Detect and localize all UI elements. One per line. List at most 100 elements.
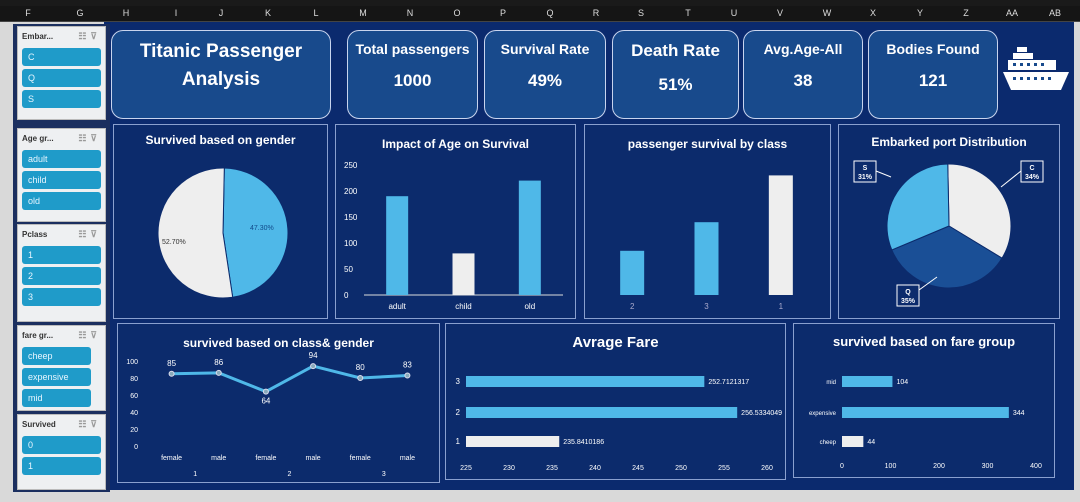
slicer-item[interactable]: S <box>22 90 101 108</box>
kpi-card-survival-rate[interactable]: Survival Rate 49% <box>484 30 606 119</box>
kpi-label: Bodies Found <box>886 41 980 57</box>
chart-title: passenger survival by class <box>627 137 788 151</box>
chart-2: 2 3 1 <box>620 175 793 311</box>
column-header-J[interactable]: J <box>218 8 224 18</box>
column-header-O[interactable]: O <box>453 8 461 18</box>
slicer-header: Survived ☷⊽ <box>18 415 105 433</box>
column-header-AB[interactable]: AB <box>1048 8 1061 18</box>
y-tick-label: 250 <box>344 161 358 170</box>
multi-select-icon[interactable]: ☷ <box>78 418 91 429</box>
column-header-W[interactable]: W <box>822 8 832 18</box>
chart-panel-5: Avrage Fare 3 252.7121317 2 256.5334049 1 235.… <box>445 323 786 480</box>
column-header-L[interactable]: L <box>313 8 319 18</box>
slicer-item[interactable]: adult <box>22 150 101 168</box>
title-card: Titanic Passenger Analysis <box>111 30 331 119</box>
kpi-card-total-passengers: Total passengers 1000 <box>347 30 478 119</box>
x-tick-label: adult <box>388 302 406 311</box>
y-tick-label: cheep <box>820 440 837 446</box>
slicer-item[interactable]: 1 <box>22 246 101 264</box>
slicer-item[interactable]: Q <box>22 69 101 87</box>
column-header-M[interactable]: M <box>359 8 367 18</box>
slice-pct: 34% <box>1025 174 1040 181</box>
chart-title: Avrage Fare <box>572 334 659 351</box>
slicer-item[interactable]: 3 <box>22 288 101 306</box>
column-header-I[interactable]: I <box>174 8 178 18</box>
clear-filter-icon[interactable]: ⊽ <box>90 30 101 41</box>
slicer-icons: ☷⊽ <box>78 229 101 240</box>
x-tick-label: male <box>305 455 320 462</box>
slicer-item[interactable]: cheep <box>22 347 91 365</box>
x-tick-label: 230 <box>503 465 515 472</box>
kpi-value: 51% <box>658 75 693 94</box>
x-tick-label: 255 <box>718 465 730 472</box>
slicer-item[interactable]: mid <box>22 389 91 407</box>
column-header-R[interactable]: R <box>592 8 600 18</box>
column-header-Y[interactable]: Y <box>916 8 923 18</box>
slicer-title: Embar... <box>22 31 54 41</box>
column-header-K[interactable]: K <box>264 8 271 18</box>
data-label: 83 <box>403 360 412 369</box>
kpi-label: Avg.Age-All <box>763 41 843 57</box>
column-header-T[interactable]: T <box>685 8 691 18</box>
slicer-4: Survived ☷⊽ 0 1 <box>17 414 106 490</box>
slice-label: C <box>1029 165 1034 172</box>
column-header-S[interactable]: S <box>637 8 644 18</box>
slicer-item[interactable]: 0 <box>22 436 101 454</box>
multi-select-icon[interactable]: ☷ <box>78 30 91 41</box>
group-label: 2 <box>288 471 292 478</box>
data-point <box>404 372 411 379</box>
chart-title: Embarked port Distribution <box>871 135 1027 149</box>
column-header-X[interactable]: X <box>869 8 876 18</box>
x-tick-label: 245 <box>632 465 644 472</box>
slicer-header: Embar... ☷⊽ <box>18 27 105 45</box>
slicer-item[interactable]: old <box>22 192 101 210</box>
multi-select-icon[interactable]: ☷ <box>78 329 91 340</box>
leader-line <box>1000 170 1022 188</box>
group-label: 1 <box>193 471 197 478</box>
clear-filter-icon[interactable]: ⊽ <box>90 228 101 239</box>
x-tick-label: female <box>350 455 371 462</box>
slicer-item[interactable]: 2 <box>22 267 101 285</box>
chart-panel-2: passenger survival by class 2 3 1 <box>584 124 831 319</box>
leader-line <box>875 170 892 178</box>
slicer-item[interactable]: 1 <box>22 457 101 475</box>
column-header-N[interactable]: N <box>406 8 414 18</box>
chart-title: Survived based on gender <box>145 133 296 147</box>
multi-select-icon[interactable]: ☷ <box>78 132 91 143</box>
column-header-Q[interactable]: Q <box>546 8 554 18</box>
chart-6: mid 104 expensive 344 cheep 44 0 100 200 300 400 <box>809 376 1042 470</box>
slice-label: Q <box>905 289 911 296</box>
column-header-G[interactable]: G <box>76 8 84 18</box>
y-tick-label: 3 <box>456 377 461 386</box>
slicer-2: Pclass ☷⊽ 1 2 3 <box>17 224 106 322</box>
chart-panel-4: survived based on class& gender 0 20 40 60 80… <box>117 323 440 483</box>
clear-filter-icon[interactable]: ⊽ <box>90 132 101 143</box>
clear-filter-icon[interactable]: ⊽ <box>90 329 101 340</box>
y-tick-label: 100 <box>126 359 138 366</box>
data-label: 86 <box>214 358 223 367</box>
slicer-item[interactable]: child <box>22 171 101 189</box>
slicer-item[interactable]: C <box>22 48 101 66</box>
column-header-V[interactable]: V <box>776 8 783 18</box>
series-line <box>171 364 408 394</box>
column-header-AA[interactable]: AA <box>1005 8 1018 18</box>
y-tick-label: 1 <box>456 437 461 446</box>
data-label: 94 <box>309 351 318 360</box>
column-header-Z[interactable]: Z <box>963 8 969 18</box>
x-tick-label: 235 <box>546 465 558 472</box>
column-header-F[interactable]: F <box>25 8 31 18</box>
data-label: 85 <box>167 359 176 368</box>
clear-filter-icon[interactable]: ⊽ <box>90 418 101 429</box>
data-label: 252.7121317 <box>708 379 749 386</box>
title-line2: Analysis <box>181 69 261 90</box>
slicer-title: Age gr... <box>22 133 54 143</box>
slicer-0: Embar... ☷⊽ C Q S <box>17 26 106 120</box>
slicer-header: Age gr... ☷⊽ <box>18 129 105 147</box>
multi-select-icon[interactable]: ☷ <box>78 228 91 239</box>
column-header-H[interactable]: H <box>122 8 130 18</box>
slicer-item[interactable]: expensive <box>22 368 91 386</box>
y-tick-label: 150 <box>344 213 358 222</box>
column-header-U[interactable]: U <box>730 8 738 18</box>
column-header-P[interactable]: P <box>499 8 506 18</box>
kpi-card-bodies-found: Bodies Found 121 <box>868 30 998 119</box>
